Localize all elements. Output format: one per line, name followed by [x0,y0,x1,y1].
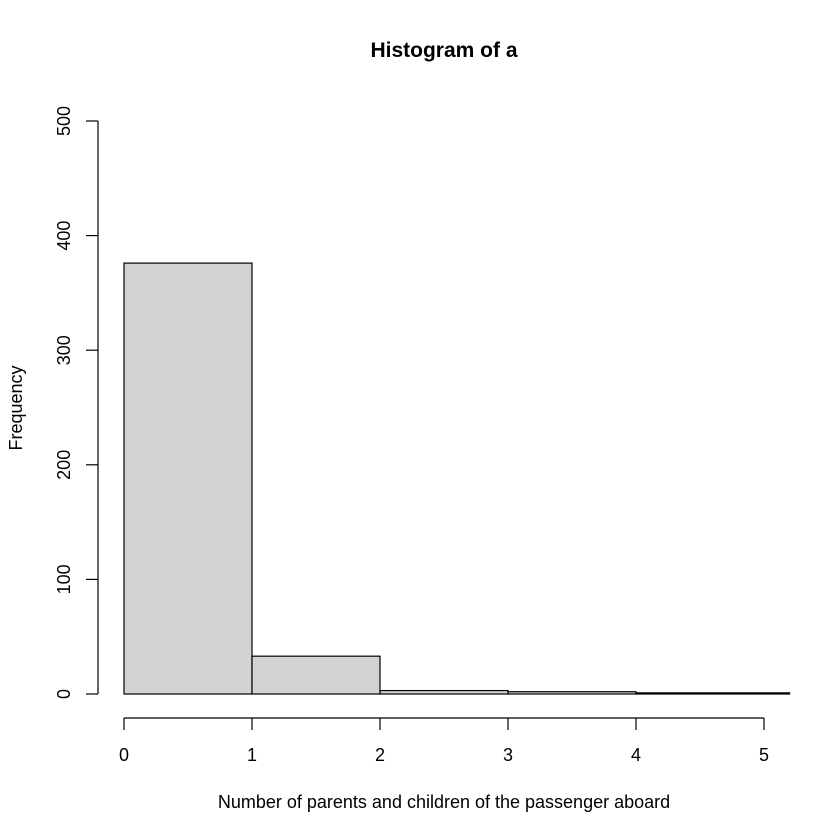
y-tick-label: 0 [54,689,74,699]
histogram-bar [635,692,791,695]
y-tick-label: 200 [54,450,74,480]
x-tick-label: 0 [119,745,129,765]
histogram-bar [379,689,509,695]
chart-title: Histogram of a [370,39,517,62]
x-tick-label: 3 [503,745,513,765]
x-tick-label: 2 [375,745,385,765]
x-tick-label: 4 [631,745,641,765]
y-tick-label: 100 [54,564,74,594]
y-axis: 0 100 200 300 400 500 [54,106,99,699]
x-tick-label: 1 [247,745,257,765]
y-tick-label: 400 [54,221,74,251]
y-tick-label: 500 [54,106,74,136]
bars-group [123,262,791,695]
x-axis: 0 1 2 3 4 5 [119,717,769,765]
y-tick-label: 300 [54,335,74,365]
x-axis-label: Number of parents and children of the pa… [218,792,670,812]
histogram-bar [507,691,637,695]
x-tick-label: 5 [759,745,769,765]
histogram-bar [123,262,253,695]
histogram-bar [251,655,381,695]
y-axis-label: Frequency [6,365,26,450]
